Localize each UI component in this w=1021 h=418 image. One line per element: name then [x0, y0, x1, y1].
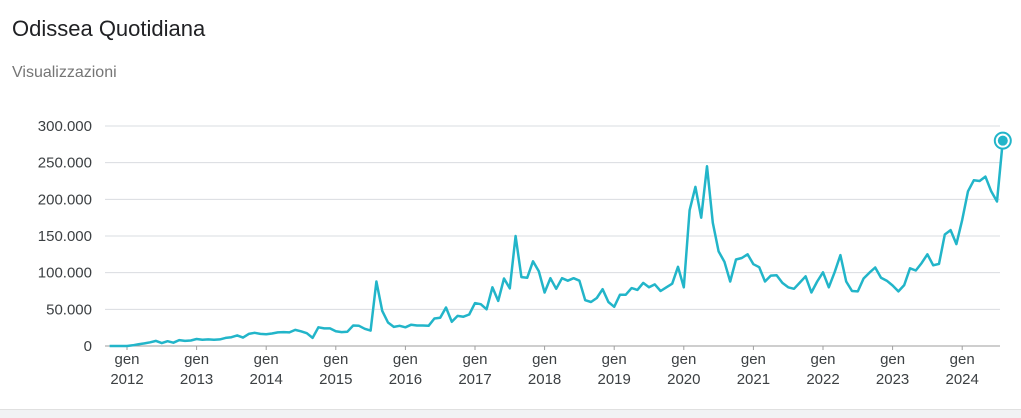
y-tick-label: 0 — [84, 338, 92, 355]
chart-title: Odissea Quotidiana — [12, 16, 206, 41]
x-tick-month: gen — [810, 351, 835, 368]
x-tick-month: gen — [532, 351, 557, 368]
series-layer — [109, 131, 1012, 348]
x-tick-month: gen — [602, 351, 627, 368]
x-tick-month: gen — [880, 351, 905, 368]
x-tick-year: 2012 — [110, 371, 143, 388]
x-tick-month: gen — [184, 351, 209, 368]
x-tick-year: 2021 — [737, 371, 770, 388]
bottom-divider — [0, 409, 1021, 418]
x-tick-year: 2023 — [876, 371, 909, 388]
y-tick-label: 300.000 — [38, 118, 92, 135]
x-tick-month: gen — [254, 351, 279, 368]
x-tick-month: gen — [741, 351, 766, 368]
x-tick-year: 2024 — [946, 371, 979, 388]
x-axis-ticks: gen 2012 gen 2013 gen 2014 gen 2015 gen 2016 gen 20… — [110, 346, 979, 388]
x-tick-year: 2019 — [598, 371, 631, 388]
x-tick-month: gen — [393, 351, 418, 368]
x-tick-month: gen — [323, 351, 348, 368]
x-tick-month: gen — [671, 351, 696, 368]
x-tick-year: 2016 — [389, 371, 422, 388]
chart-subtitle: Visualizzazioni — [12, 64, 117, 81]
y-tick-label: 250.000 — [38, 155, 92, 172]
y-tick-label: 100.000 — [38, 265, 92, 282]
x-tick-year: 2020 — [667, 371, 700, 388]
y-tick-label: 50.000 — [46, 301, 92, 318]
x-tick-year: 2015 — [319, 371, 352, 388]
series-line — [109, 140, 1005, 348]
last-point-dot — [997, 135, 1008, 146]
x-tick-month: gen — [950, 351, 975, 368]
x-tick-month: gen — [114, 351, 139, 368]
y-tick-label: 150.000 — [38, 228, 92, 245]
grid-lines — [105, 125, 1000, 347]
y-tick-label: 200.000 — [38, 191, 92, 208]
x-tick-year: 2018 — [528, 371, 561, 388]
x-tick-year: 2014 — [250, 371, 283, 388]
x-tick-year: 2017 — [458, 371, 491, 388]
y-axis-ticks: 0 50.000 100.000 150.000 200.000 250.000 300.0… — [38, 118, 92, 355]
x-tick-year: 2013 — [180, 371, 213, 388]
x-tick-year: 2022 — [806, 371, 839, 388]
x-tick-month: gen — [462, 351, 487, 368]
